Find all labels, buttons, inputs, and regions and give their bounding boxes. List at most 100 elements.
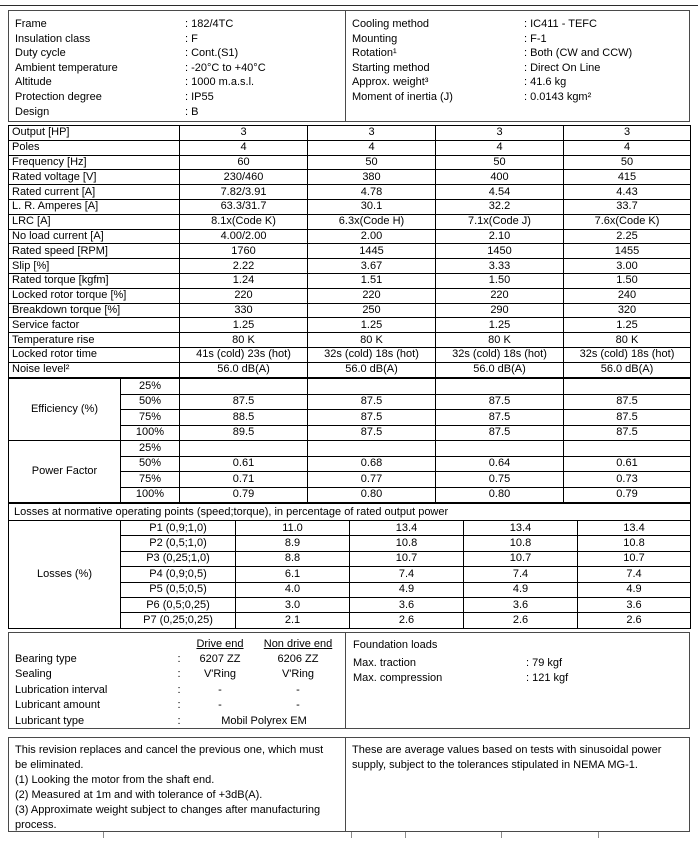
operating-point-cell: P2 (0,5;1,0) — [120, 535, 236, 552]
operating-point-cell: P6 (0,5;0,25) — [120, 596, 236, 614]
operating-point-cell: P7 (0,25;0,25) — [120, 612, 236, 629]
value-cell: 7.82/3.91 — [179, 184, 308, 200]
value-cell: 60 — [179, 154, 308, 171]
value-cell: 7.1x(Code J) — [435, 213, 564, 230]
spec-row: Design : B — [15, 105, 345, 120]
bearing-header-spacer — [12, 636, 172, 651]
value-cell: 2.25 — [563, 228, 691, 245]
load-percent-cell: 75% — [120, 409, 180, 426]
value-cell: 7.4 — [349, 566, 464, 583]
value-cell: 0.79 — [563, 486, 691, 503]
value-cell: 4.0 — [235, 581, 350, 598]
row-label: Rated voltage [V] — [8, 169, 180, 186]
general-spec-box: Frame: 182/4TC Insulation class: F Duty cy… — [8, 10, 690, 122]
spec-value: : 0.0143 kgm² — [524, 90, 592, 103]
value-cell: 3 — [563, 125, 691, 141]
ratings-row: L. R. Amperes [A] 63.3/31.7 30.1 32.2 33.7 — [8, 198, 691, 215]
value-cell — [435, 440, 564, 457]
foundation-loads-section: Foundation loads Max. traction: 79 kgf Ma… — [346, 633, 689, 728]
value-cell: 80 K — [179, 332, 308, 348]
ratings-row: Locked rotor time 41s (cold) 23s (hot) 32s… — [8, 346, 691, 363]
value-cell: 87.5 — [563, 393, 691, 410]
efficiency-label: Efficiency (%) — [8, 378, 121, 441]
power-factor-row: 100% 0.79 0.80 0.80 0.79 — [9, 486, 691, 503]
foundation-value: : 79 kgf — [526, 657, 563, 669]
spec-value: : B — [185, 105, 199, 118]
value-cell: 1.25 — [435, 317, 564, 334]
value-cell: 0.61 — [179, 455, 308, 472]
value-cell: 87.5 — [435, 393, 564, 410]
spec-row: Moment of inertia (J): 0.0143 kgm² — [352, 90, 689, 105]
spec-column-left: Frame: 182/4TC Insulation class: F Duty cy… — [9, 11, 346, 121]
value-cell: 2.6 — [577, 612, 691, 629]
value-cell: 56.0 dB(A) — [179, 361, 308, 378]
value-cell — [179, 378, 308, 395]
cutoff-cell-divider — [351, 832, 352, 838]
ratings-row: Rated speed [RPM] 1760 1445 1450 1455 — [8, 243, 691, 260]
row-label: L. R. Amperes [A] — [8, 198, 180, 215]
value-cell: 56.0 dB(A) — [563, 361, 691, 378]
note-line: These are average values based on tests … — [352, 744, 662, 771]
row-label: Poles — [8, 139, 180, 156]
value-cell: 11.0 — [235, 519, 350, 537]
drive-end-value: - — [218, 683, 222, 696]
ratings-row: Service factor 1.25 1.25 1.25 1.25 — [8, 317, 691, 334]
value-cell: 3.6 — [577, 596, 691, 614]
value-cell: 3.00 — [563, 258, 691, 274]
efficiency-row: Efficiency (%) 25% — [8, 378, 691, 441]
non-drive-end-header: Non drive end — [263, 637, 333, 650]
value-cell: 89.5 — [179, 424, 308, 441]
losses-row: P7 (0,25;0,25) 2.1 2.6 2.6 2.6 — [9, 612, 691, 629]
value-cell: 4.9 — [463, 581, 578, 598]
value-cell: 63.3/31.7 — [179, 198, 308, 215]
losses-caption-row: Losses at normative operating points (sp… — [8, 503, 691, 521]
value-cell: 87.5 — [307, 409, 436, 426]
bearing-label: Lubricant type — [15, 714, 85, 727]
losses-row: P3 (0,25;1,0) 8.8 10.7 10.7 10.7 — [9, 550, 691, 568]
foundation-loads-title: Foundation loads — [353, 639, 438, 651]
value-cell: 0.68 — [307, 455, 436, 472]
row-label: Rated speed [RPM] — [8, 243, 180, 260]
row-label: Service factor — [8, 317, 180, 334]
colon-separator: : — [177, 668, 181, 681]
value-cell: 2.6 — [463, 612, 578, 629]
value-cell: 4.78 — [307, 184, 436, 200]
spec-row: Ambient temperature: -20°C to +40°C — [15, 61, 345, 76]
value-cell: 10.8 — [463, 535, 578, 552]
value-cell: 220 — [179, 287, 308, 304]
foundation-label: Max. traction — [353, 657, 416, 669]
value-cell: 230/460 — [179, 169, 308, 186]
value-cell: 80 K — [307, 332, 436, 348]
row-label: Locked rotor torque [%] — [8, 287, 180, 304]
value-cell: 1.50 — [563, 272, 691, 289]
row-label: Output [HP] — [8, 125, 180, 141]
spec-value: : 1000 m.a.s.l. — [185, 76, 255, 89]
spec-value: : Direct On Line — [524, 61, 601, 74]
colon-separator: : — [177, 699, 181, 712]
losses-label: Losses (%) — [8, 520, 121, 629]
value-cell: 240 — [563, 287, 691, 304]
ratings-row: Breakdown torque [%] 330 250 290 320 — [8, 302, 691, 319]
bearing-row: Lubrication interval: - - — [12, 682, 342, 697]
drive-end-value: 6207 ZZ — [199, 653, 241, 666]
bearing-row: Sealing: V'Ring V'Ring — [12, 667, 342, 682]
ratings-row: Temperature rise 80 K 80 K 80 K 80 K — [8, 332, 691, 348]
value-cell: 3.6 — [349, 596, 464, 614]
value-cell: 0.71 — [179, 471, 308, 488]
value-cell: 320 — [563, 302, 691, 319]
bearing-header-row: Drive end Non drive end — [12, 636, 342, 651]
value-cell: 6.3x(Code H) — [307, 213, 436, 230]
colon-separator: : — [177, 714, 181, 727]
value-cell: 88.5 — [179, 409, 308, 426]
spec-label: Approx. weight³ — [352, 76, 429, 89]
operating-point-cell: P3 (0,25;1,0) — [120, 550, 236, 568]
power-factor-row: 50% 0.61 0.68 0.64 0.61 — [9, 455, 691, 472]
value-cell: 13.4 — [577, 519, 691, 537]
spec-label: Design — [15, 105, 50, 118]
spec-value: : F-1 — [524, 32, 547, 45]
spec-value: : IP55 — [185, 90, 214, 103]
value-cell: 2.00 — [307, 228, 436, 245]
spec-value: : Both (CW and CCW) — [524, 47, 633, 60]
value-cell: 4 — [435, 139, 564, 156]
